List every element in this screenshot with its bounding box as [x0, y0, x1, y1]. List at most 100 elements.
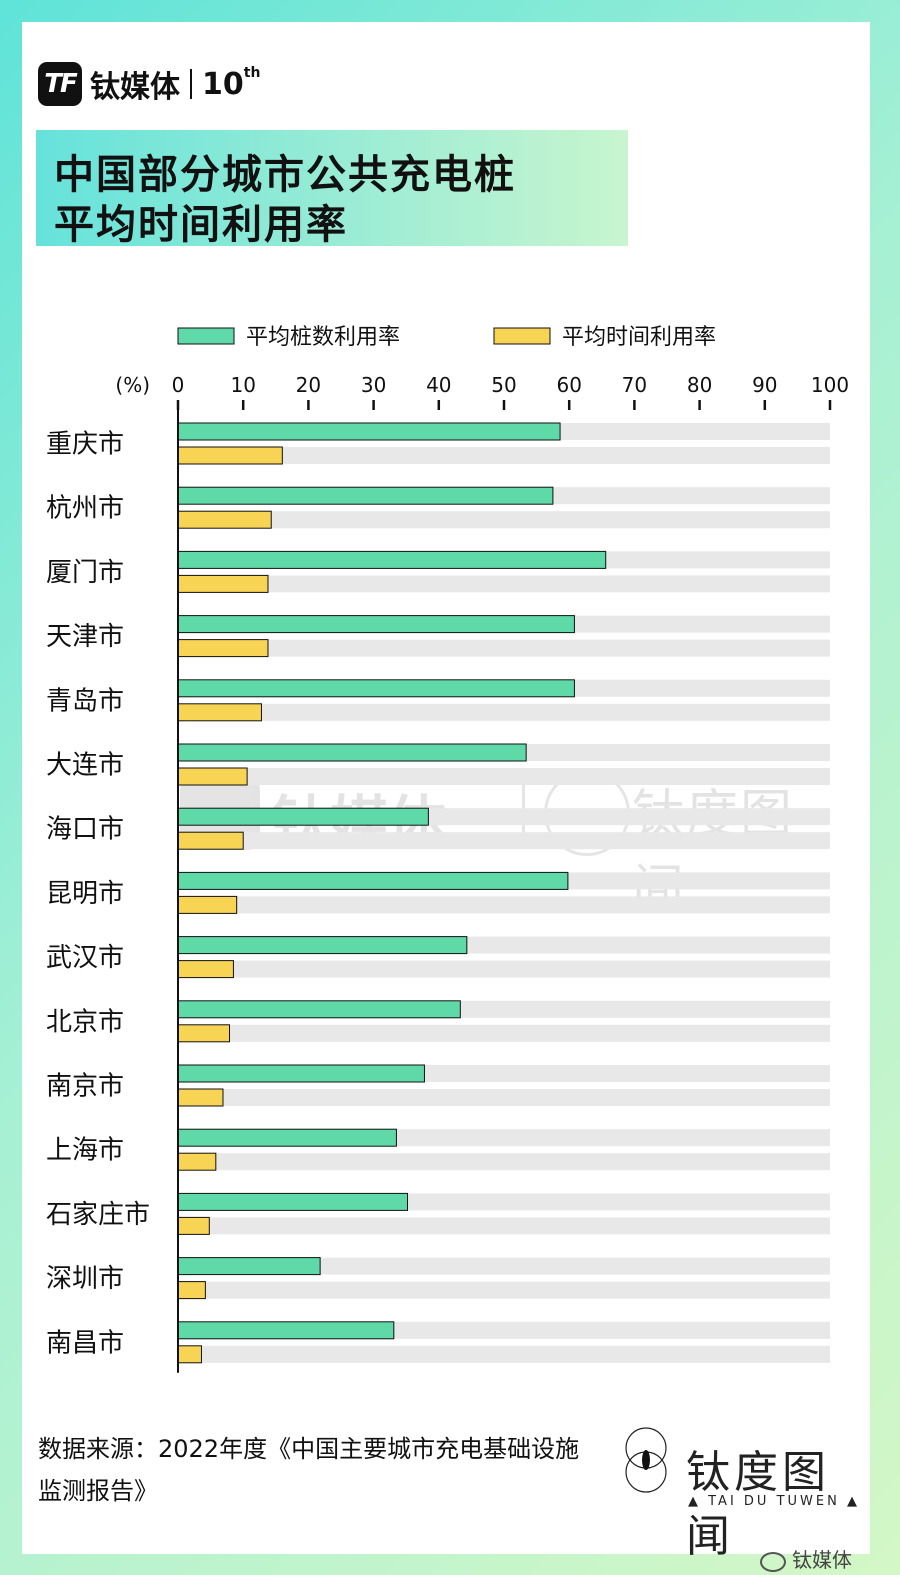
bar-time-utilization — [177, 1088, 224, 1107]
bar-pile-utilization — [177, 615, 575, 634]
category-label: 南京市 — [46, 1072, 124, 1102]
bar-track — [178, 768, 830, 785]
bar-track — [178, 1153, 830, 1171]
bar-pile-utilization — [177, 1192, 409, 1211]
bar-time-utilization — [177, 960, 234, 979]
x-tick-label: 30 — [361, 373, 386, 397]
category-label: 上海市 — [46, 1136, 124, 1166]
category-label: 海口市 — [46, 815, 124, 845]
brand-ten-sup: th — [243, 64, 261, 81]
bar-pile-utilization — [177, 936, 468, 955]
chart-title-line2: 平均时间利用率 — [54, 202, 348, 248]
wechat-label: 钛媒体 — [792, 1548, 852, 1572]
x-tick-label: 100 — [811, 373, 849, 397]
bar-track — [178, 1281, 830, 1299]
axis-unit-label: (%) — [115, 373, 150, 397]
category-label: 北京市 — [46, 1007, 124, 1037]
legend-swatch-1 — [493, 327, 551, 345]
bar-track — [178, 1345, 830, 1363]
bar-time-utilization — [177, 510, 272, 529]
bar-pile-utilization — [177, 743, 527, 762]
bar-pile-utilization — [177, 1128, 397, 1147]
category-label: 天津市 — [46, 622, 124, 652]
bar-time-utilization — [177, 1152, 217, 1171]
category-label: 武汉市 — [46, 943, 124, 973]
brand-anniversary: 10th — [202, 64, 261, 102]
bar-time-utilization — [177, 1281, 206, 1300]
bar-track — [178, 447, 830, 464]
category-label: 杭州市 — [46, 494, 124, 524]
data-source: 数据来源：2022年度《中国主要城市充电基础设施 监测报告》 — [38, 1428, 598, 1512]
category-label: 石家庄市 — [46, 1200, 150, 1230]
bar-time-utilization — [177, 703, 262, 722]
brand-ten-number: 10 — [202, 66, 244, 102]
brand-divider — [190, 69, 192, 99]
bar-pile-utilization — [177, 871, 569, 890]
bar-time-utilization — [177, 1024, 231, 1043]
bar-time-utilization — [177, 767, 248, 786]
bar-pile-utilization — [177, 422, 561, 441]
x-tick-label: 80 — [687, 373, 712, 397]
brand-logo-icon: TF — [38, 62, 82, 106]
category-label: 厦门市 — [46, 558, 124, 588]
bar-track — [178, 832, 830, 850]
x-tick-label: 40 — [426, 373, 451, 397]
x-tick-label: 10 — [230, 373, 255, 397]
bar-time-utilization — [177, 895, 238, 914]
x-tick-label: 60 — [556, 373, 581, 397]
category-label: 深圳市 — [46, 1264, 124, 1294]
bar-time-utilization — [177, 574, 269, 593]
legend-label-1: 平均时间利用率 — [562, 325, 716, 350]
bar-track — [178, 511, 830, 529]
title-box: 中国部分城市公共充电桩 平均时间利用率 — [36, 130, 628, 248]
bar-track — [178, 896, 830, 914]
category-label: 大连市 — [46, 751, 124, 781]
bar-pile-utilization — [177, 807, 429, 826]
bar-track — [178, 1024, 830, 1042]
bar-time-utilization — [177, 639, 269, 658]
eye-logo-icon — [625, 1427, 667, 1493]
bar-pile-utilization — [177, 1000, 461, 1019]
source-line2: 监测报告》 — [38, 1477, 158, 1505]
bar-track — [178, 1257, 830, 1275]
bar-pile-utilization — [177, 679, 575, 698]
chart-title-line1: 中国部分城市公共充电桩 — [54, 152, 516, 198]
bar-track — [178, 960, 830, 978]
bar-pile-utilization — [177, 486, 554, 505]
brand-header: TF 钛媒体 10th — [38, 62, 260, 106]
bar-pile-utilization — [177, 1321, 395, 1340]
x-tick-label: 50 — [491, 373, 516, 397]
category-label: 青岛市 — [46, 686, 124, 716]
bar-track — [178, 1089, 830, 1106]
bar-time-utilization — [177, 1216, 210, 1235]
legend-label-0: 平均桩数利用率 — [246, 325, 400, 350]
category-label: 重庆市 — [46, 430, 124, 460]
x-tick-label: 0 — [172, 373, 185, 397]
category-label: 昆明市 — [46, 879, 124, 909]
content-card — [22, 22, 870, 1554]
bar-time-utilization — [177, 831, 244, 850]
footer-brand: 钛度图闻 ▲ TAI DU TUWEN ▲ — [612, 1420, 872, 1562]
footer-brand-sub: ▲ TAI DU TUWEN ▲ — [688, 1494, 860, 1509]
bar-track — [178, 575, 830, 593]
x-tick-label: 20 — [296, 373, 321, 397]
brand-name: 钛媒体 — [90, 70, 180, 105]
bar-time-utilization — [177, 1345, 202, 1364]
source-line1: 数据来源：2022年度《中国主要城市充电基础设施 — [38, 1435, 580, 1463]
bar-track — [178, 639, 830, 657]
bar-pile-utilization — [177, 550, 607, 569]
bar-track — [178, 1217, 830, 1235]
wechat-icon — [760, 1551, 786, 1572]
bar-pile-utilization — [177, 1064, 425, 1083]
category-label: 南昌市 — [46, 1328, 124, 1358]
wechat-tag: 钛媒体 — [760, 1544, 852, 1573]
legend-swatch-0 — [177, 327, 235, 345]
x-tick-label: 70 — [622, 373, 647, 397]
footer-brand-name: 钛度图闻 — [686, 1447, 830, 1562]
x-tick-label: 90 — [752, 373, 777, 397]
bar-track — [178, 703, 830, 721]
bar-pile-utilization — [177, 1257, 321, 1276]
bar-time-utilization — [177, 446, 283, 465]
